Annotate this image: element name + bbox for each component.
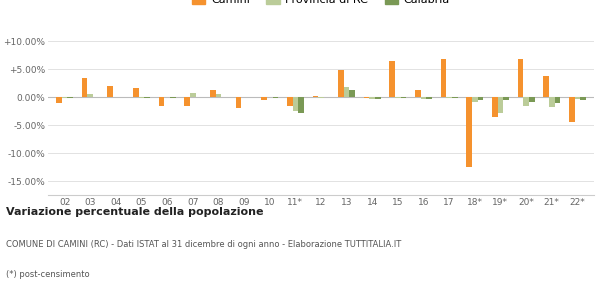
Bar — [580, 97, 586, 100]
Bar — [518, 59, 523, 97]
Bar — [549, 97, 554, 107]
Bar — [452, 97, 458, 98]
Bar — [215, 94, 221, 97]
Bar — [184, 97, 190, 106]
Bar — [375, 97, 381, 99]
Bar — [349, 90, 355, 97]
Bar — [261, 97, 267, 100]
Bar — [472, 97, 478, 102]
Bar — [427, 97, 432, 99]
Bar — [401, 97, 406, 98]
Bar — [395, 97, 401, 98]
Bar — [497, 97, 503, 113]
Bar — [370, 97, 375, 99]
Bar — [287, 97, 293, 106]
Bar — [82, 77, 88, 97]
Text: Variazione percentuale della popolazione: Variazione percentuale della popolazione — [6, 207, 263, 217]
Bar — [344, 87, 349, 97]
Bar — [364, 97, 370, 98]
Bar — [170, 97, 176, 98]
Bar — [145, 97, 150, 98]
Bar — [318, 97, 324, 98]
Bar — [554, 97, 560, 103]
Bar — [503, 97, 509, 100]
Bar — [466, 97, 472, 167]
Bar — [478, 97, 483, 100]
Bar — [529, 97, 535, 102]
Bar — [236, 97, 241, 108]
Bar — [421, 97, 427, 99]
Bar — [492, 97, 497, 117]
Bar — [210, 90, 215, 97]
Bar — [298, 97, 304, 113]
Text: COMUNE DI CAMINI (RC) - Dati ISTAT al 31 dicembre di ogni anno - Elaborazione TU: COMUNE DI CAMINI (RC) - Dati ISTAT al 31… — [6, 240, 401, 249]
Bar — [62, 97, 67, 98]
Bar — [575, 97, 580, 99]
Bar — [67, 97, 73, 98]
Bar — [272, 97, 278, 98]
Bar — [415, 90, 421, 97]
Bar — [139, 97, 145, 98]
Bar — [56, 97, 62, 103]
Bar — [190, 93, 196, 97]
Bar — [107, 86, 113, 97]
Bar — [389, 61, 395, 97]
Bar — [338, 70, 344, 97]
Text: (*) post-censimento: (*) post-censimento — [6, 270, 89, 279]
Bar — [441, 59, 446, 97]
Bar — [88, 94, 93, 97]
Bar — [569, 97, 575, 122]
Bar — [159, 97, 164, 106]
Bar — [523, 97, 529, 106]
Bar — [446, 97, 452, 98]
Bar — [313, 96, 318, 97]
Bar — [543, 76, 549, 97]
Legend: Camini, Provincia di RC, Calabria: Camini, Provincia di RC, Calabria — [188, 0, 454, 9]
Bar — [293, 97, 298, 111]
Bar — [133, 88, 139, 97]
